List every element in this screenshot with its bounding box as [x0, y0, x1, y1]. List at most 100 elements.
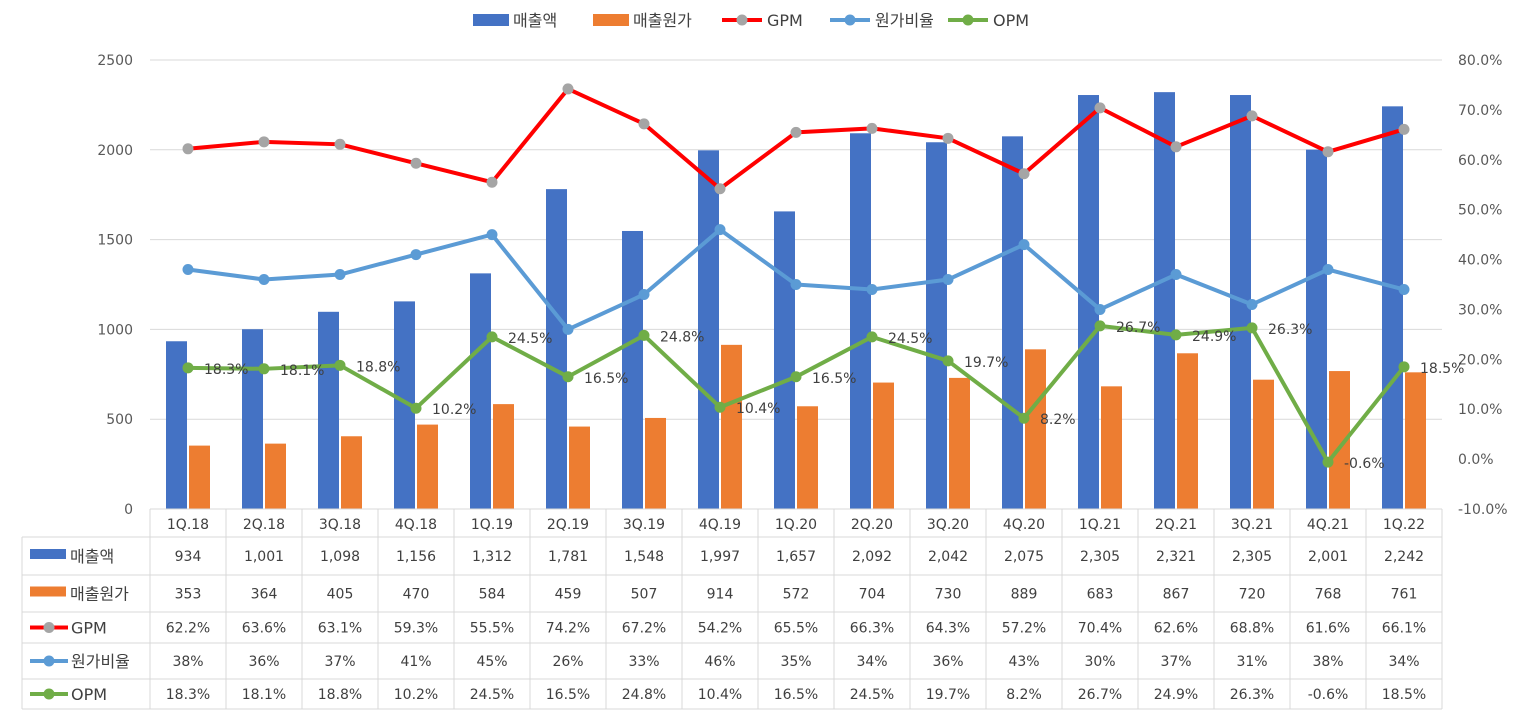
- table-cell: 19.7%: [926, 687, 970, 703]
- table-cell: 16.5%: [774, 687, 818, 703]
- y-right-tick-label: 30.0%: [1458, 302, 1502, 318]
- y-left-tick-label: 1000: [97, 322, 133, 338]
- legend-marker: [844, 14, 856, 26]
- opm-point: [638, 329, 650, 341]
- table-cell: 74.2%: [546, 621, 590, 637]
- opm-point: [562, 371, 574, 383]
- cost-bar: [1025, 349, 1046, 509]
- x-tick-label: 4Q.21: [1307, 517, 1349, 533]
- y-left-tick-label: 0: [124, 502, 133, 518]
- table-cell: 889: [1011, 587, 1038, 603]
- table-cell: 45%: [476, 654, 507, 670]
- opm-point: [334, 359, 346, 371]
- table-cell: 2,242: [1384, 549, 1424, 565]
- table-cell: 1,548: [624, 549, 664, 565]
- gpm-point: [714, 183, 726, 195]
- x-tick-label: 4Q.19: [699, 517, 741, 533]
- opm-data-label: 24.9%: [1192, 329, 1236, 345]
- opm-point: [486, 331, 498, 343]
- y-left-tick-label: 2000: [97, 143, 133, 159]
- table-cell: 66.3%: [850, 621, 894, 637]
- opm-point: [714, 401, 726, 413]
- table-cell: 16.5%: [546, 687, 590, 703]
- x-tick-label: 3Q.20: [927, 517, 969, 533]
- table-cell: 38%: [1312, 654, 1343, 670]
- gpm-point: [1322, 146, 1334, 158]
- cost-ratio-point: [410, 249, 422, 261]
- cost-ratio-point: [790, 279, 802, 290]
- y-left-tick-label: 1500: [97, 233, 133, 249]
- cost-bar: [569, 426, 590, 509]
- table-cell: 8.2%: [1006, 687, 1042, 703]
- legend-marker: [962, 14, 974, 26]
- sales-bar: [242, 329, 263, 509]
- cost-ratio-point: [942, 274, 954, 286]
- table-cell: 35%: [780, 654, 811, 670]
- x-tick-label: 4Q.20: [1003, 517, 1045, 533]
- opm-data-label: -0.6%: [1344, 456, 1385, 472]
- gpm-point: [182, 143, 194, 155]
- table-cell: 55.5%: [470, 621, 514, 637]
- table-cell: 57.2%: [1002, 621, 1046, 637]
- cost-bar: [1177, 353, 1198, 509]
- cost-ratio-point: [1246, 298, 1258, 310]
- table-cell: 18.5%: [1382, 687, 1426, 703]
- table-cell: 65.5%: [774, 621, 818, 637]
- y-left-tick-label: 2500: [97, 53, 133, 69]
- x-tick-label: 1Q.21: [1079, 517, 1121, 533]
- sales-bar: [1154, 92, 1175, 509]
- opm-point: [1246, 322, 1258, 334]
- cost-ratio-point: [1094, 303, 1106, 315]
- table-cell: 572: [783, 587, 810, 603]
- gpm-point: [1094, 102, 1106, 114]
- table-legend-marker: [43, 622, 55, 633]
- table-row-header: 매출원가: [70, 585, 129, 604]
- opm-point: [1170, 329, 1182, 341]
- table-cell: 470: [403, 587, 430, 603]
- sales-bar: [1382, 106, 1403, 510]
- table-cell: 31%: [1236, 654, 1267, 670]
- table-cell: 46%: [704, 654, 735, 670]
- gpm-point: [638, 118, 650, 130]
- table-cell: 54.2%: [698, 621, 742, 637]
- table-cell: 63.6%: [242, 621, 286, 637]
- cost-ratio-point: [334, 269, 346, 281]
- gpm-point: [866, 122, 878, 134]
- sales-bar: [850, 133, 871, 509]
- table-cell: 70.4%: [1078, 621, 1122, 637]
- table-row-header: GPM: [71, 619, 107, 638]
- table-cell: 1,312: [472, 549, 512, 565]
- table-cell: 41%: [400, 654, 431, 670]
- x-tick-label: 1Q.20: [775, 517, 817, 533]
- table-cell: 61.6%: [1306, 621, 1350, 637]
- legend-swatch: [473, 14, 509, 26]
- cost-ratio-point: [1322, 264, 1334, 276]
- table-cell: 66.1%: [1382, 621, 1426, 637]
- table-cell: 64.3%: [926, 621, 970, 637]
- cost-bar: [949, 377, 970, 509]
- table-cell: 26.3%: [1230, 687, 1274, 703]
- table-cell: 18.1%: [242, 687, 286, 703]
- cost-ratio-point: [866, 283, 878, 295]
- table-legend-swatch: [30, 586, 66, 597]
- table-cell: 26%: [552, 654, 583, 670]
- table-cell: 30%: [1084, 654, 1115, 670]
- opm-point: [1018, 412, 1030, 424]
- opm-data-label: 24.8%: [660, 329, 704, 345]
- x-tick-label: 1Q.22: [1383, 517, 1425, 533]
- sales-bar: [698, 150, 719, 509]
- table-cell: 67.2%: [622, 621, 666, 637]
- opm-data-label: 18.8%: [356, 359, 400, 375]
- y-right-tick-label: 20.0%: [1458, 352, 1502, 368]
- table-cell: 1,997: [700, 549, 740, 565]
- table-cell: 24.5%: [470, 687, 514, 703]
- legend-label: 매출원가: [633, 11, 692, 30]
- table-cell: 720: [1239, 587, 1266, 603]
- gpm-point: [334, 138, 346, 150]
- table-cell: 63.1%: [318, 621, 362, 637]
- opm-point: [410, 402, 422, 414]
- cost-bar: [417, 424, 438, 509]
- table-cell: 34%: [1388, 654, 1419, 670]
- table-cell: 18.8%: [318, 687, 362, 703]
